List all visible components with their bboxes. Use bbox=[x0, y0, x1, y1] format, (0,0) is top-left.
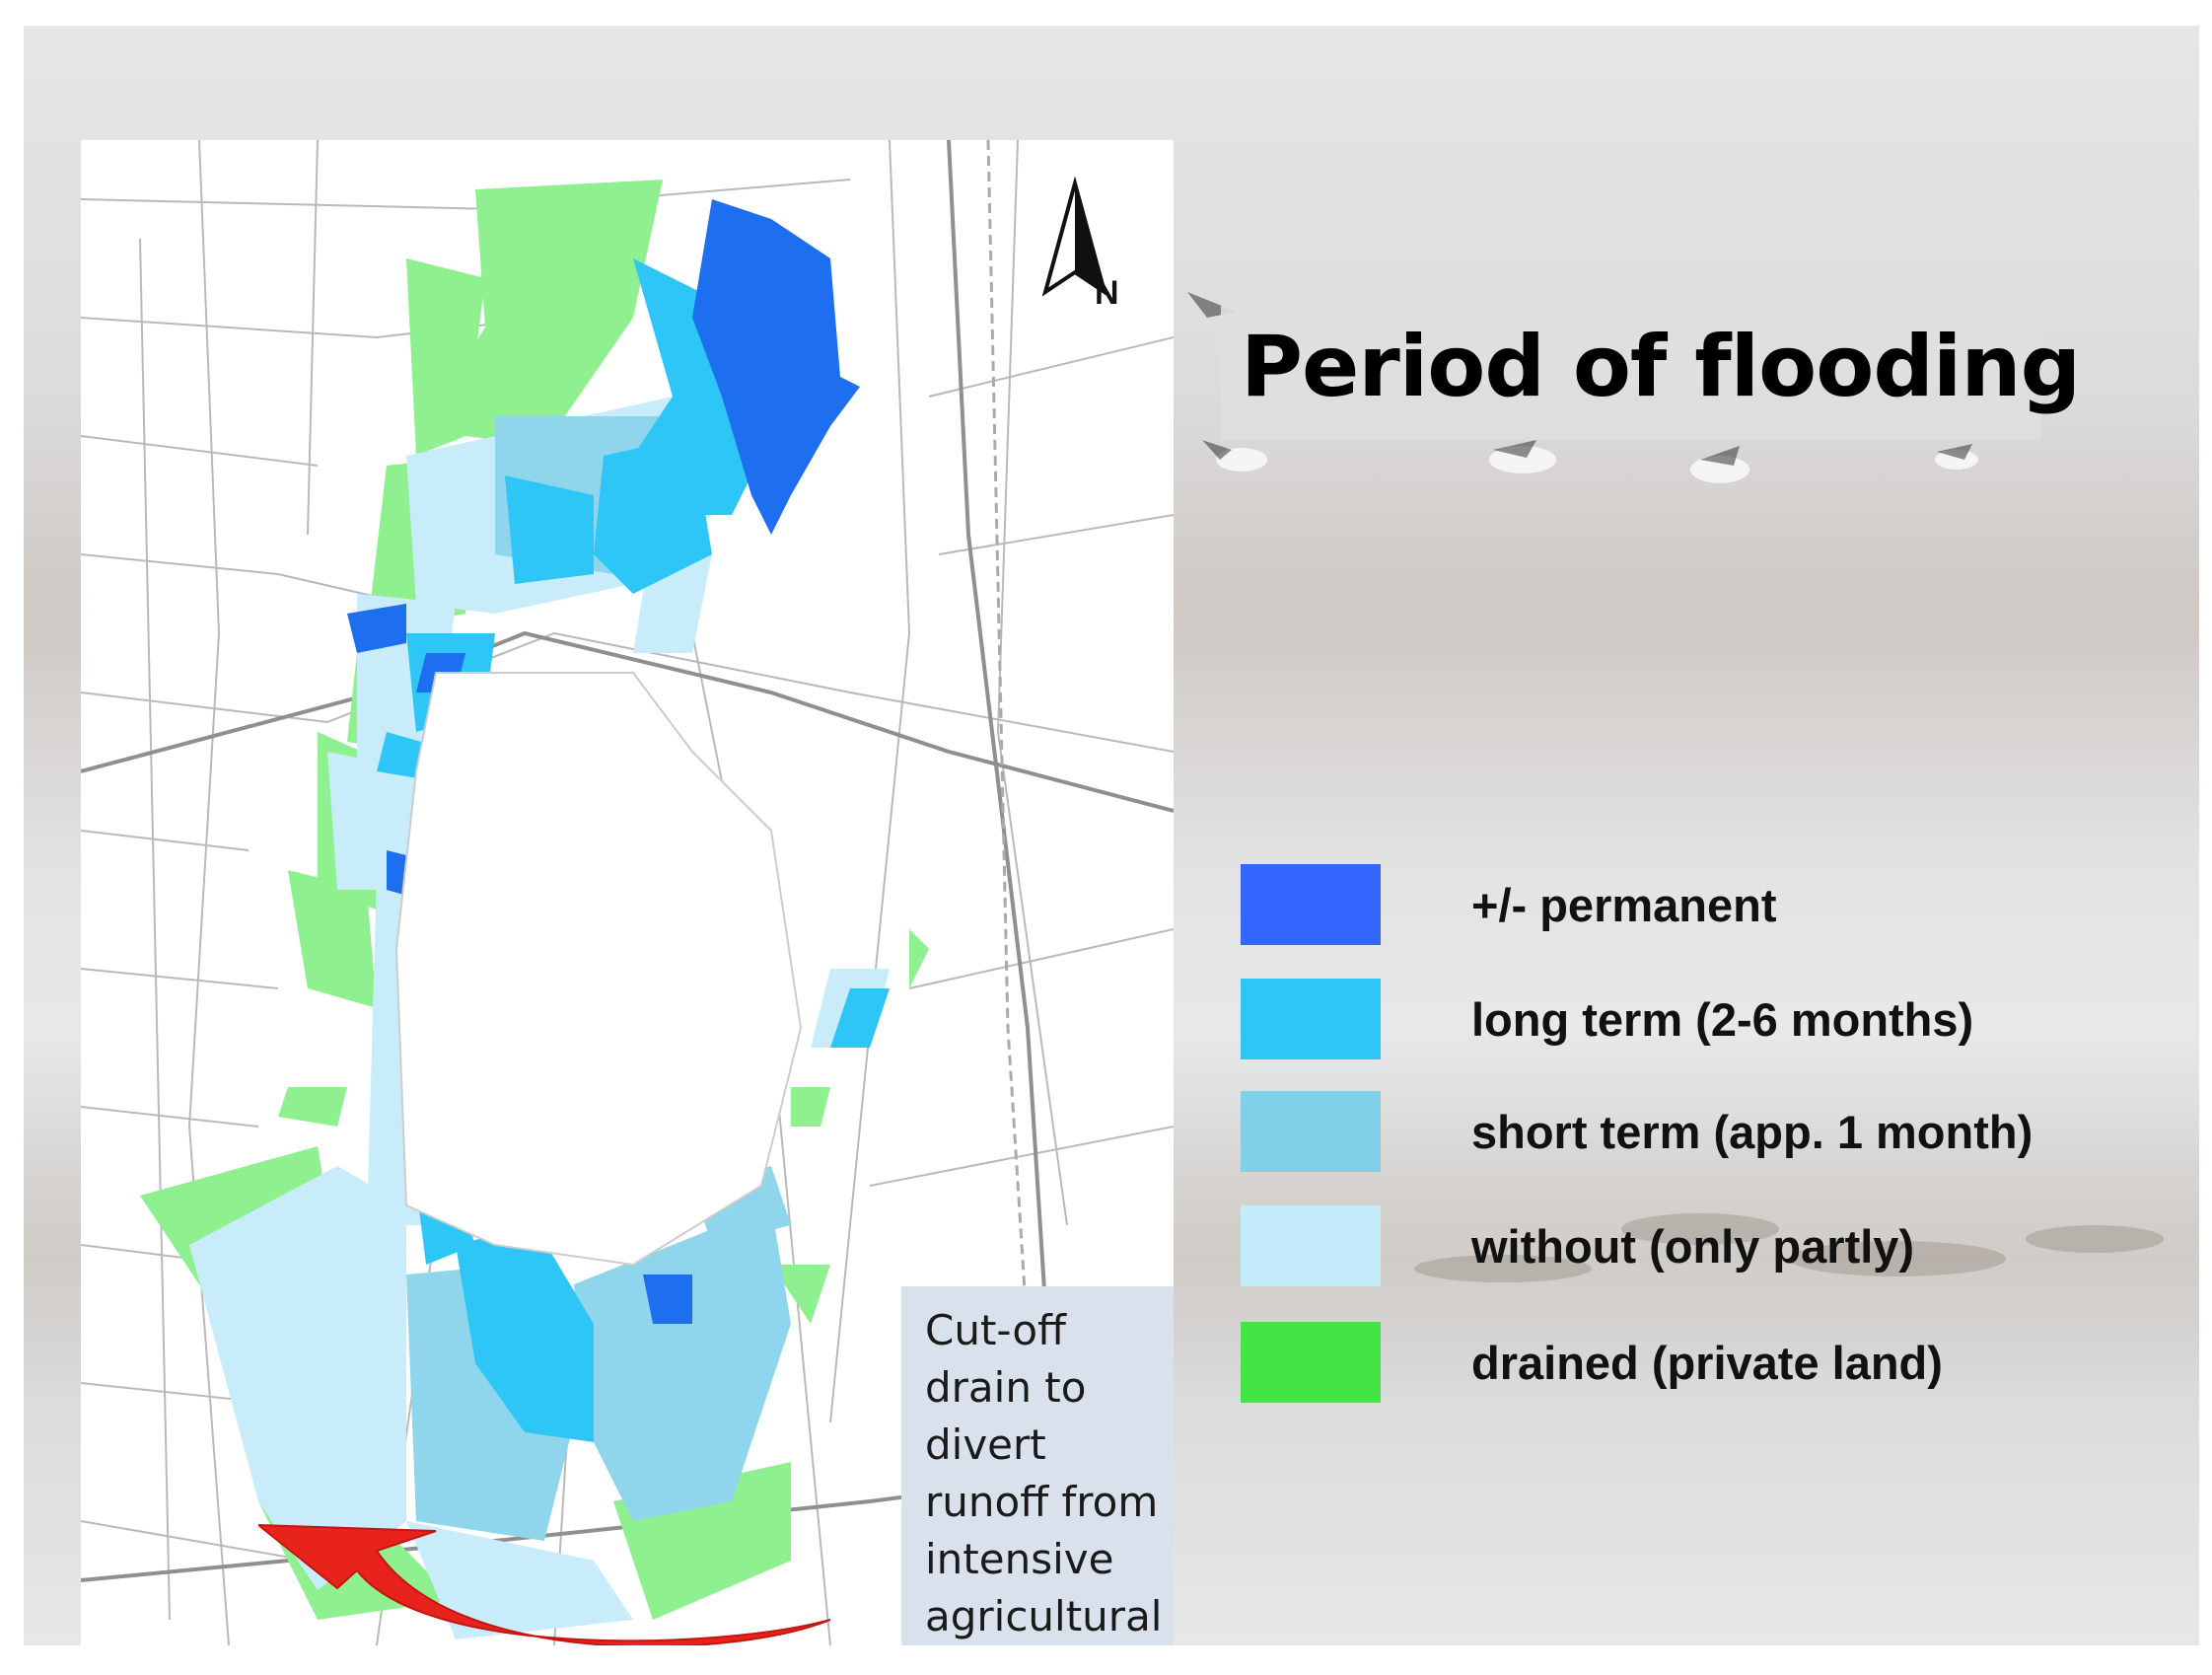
callout-line: drain to bbox=[925, 1363, 1087, 1412]
north-label: N bbox=[1095, 274, 1119, 312]
title-box: Period of flooding bbox=[1221, 298, 2081, 440]
legend-item-drained: drained (private land) bbox=[1241, 1322, 2187, 1405]
callout-line: runoff from bbox=[925, 1478, 1159, 1526]
page-title: Period of flooding bbox=[1241, 318, 2081, 416]
callout-line: Cut-off bbox=[925, 1306, 1066, 1354]
legend-item-short-term: short term (app. 1 month) bbox=[1241, 1091, 2187, 1174]
map-canvas bbox=[81, 140, 1174, 1645]
legend-label: without (only partly) bbox=[1471, 1220, 1915, 1273]
legend-swatch bbox=[1241, 1322, 1381, 1403]
legend-item-without: without (only partly) bbox=[1241, 1205, 2187, 1288]
callout-line: divert bbox=[925, 1420, 1046, 1469]
legend-label: long term (2-6 months) bbox=[1471, 993, 1974, 1046]
north-arrow-icon bbox=[1041, 176, 1108, 297]
callout-line: intensive bbox=[925, 1535, 1114, 1583]
curved-arrow-icon bbox=[258, 1523, 831, 1645]
legend-swatch bbox=[1241, 979, 1381, 1059]
slide-background: Period of flooding +/- permanent long te… bbox=[24, 26, 2199, 1645]
legend-label: +/- permanent bbox=[1471, 879, 1777, 931]
callout-text: Cut-off drain to divert runoff from inte… bbox=[925, 1302, 1162, 1645]
callout-box: Cut-off drain to divert runoff from inte… bbox=[901, 1286, 1174, 1645]
legend-label: drained (private land) bbox=[1471, 1337, 1943, 1389]
background-birds-icon bbox=[1187, 292, 2164, 1282]
legend-swatch bbox=[1241, 864, 1381, 945]
lake-area bbox=[394, 672, 803, 1267]
flood-map: Cut-off drain to divert runoff from inte… bbox=[81, 140, 1174, 1645]
legend-item-permanent: +/- permanent bbox=[1241, 864, 2187, 947]
legend-label: short term (app. 1 month) bbox=[1471, 1106, 2034, 1158]
legend-swatch bbox=[1241, 1091, 1381, 1172]
callout-line: agricultural bbox=[925, 1592, 1163, 1640]
legend-item-long-term: long term (2-6 months) bbox=[1241, 979, 2187, 1061]
legend-swatch bbox=[1241, 1205, 1381, 1286]
